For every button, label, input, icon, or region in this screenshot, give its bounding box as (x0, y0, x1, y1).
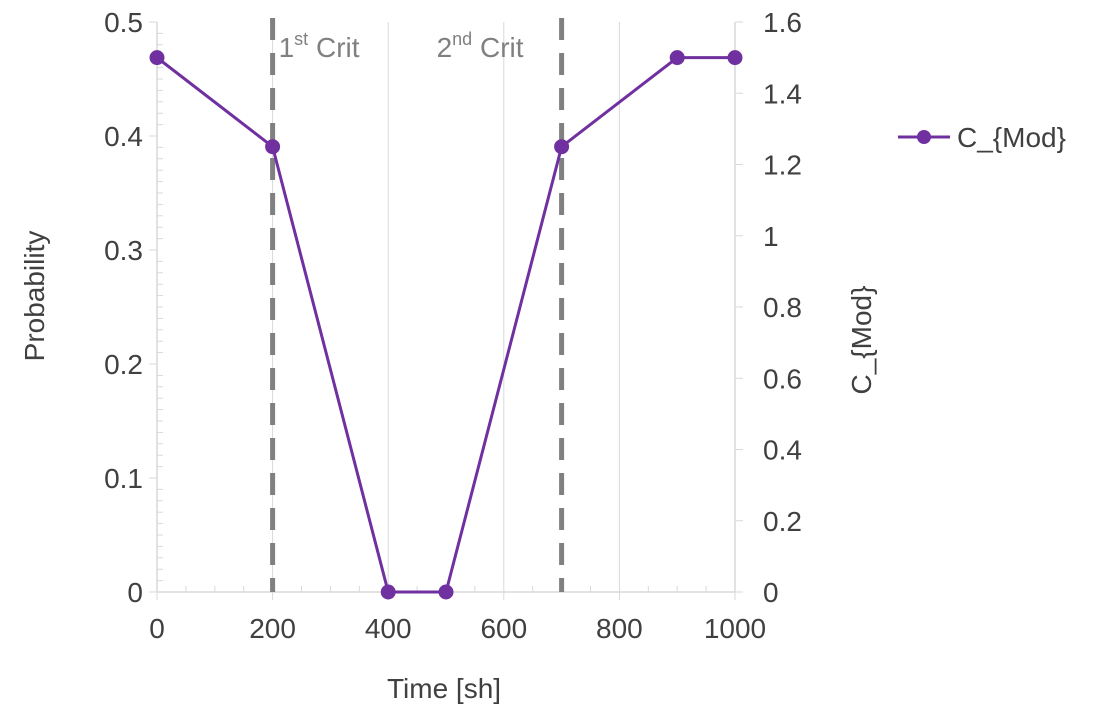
y2-tick-label: 1.6 (763, 7, 802, 38)
y2-tick-label: 1.4 (763, 78, 802, 109)
data-point (265, 139, 281, 155)
y2-tick-label: 1 (763, 221, 779, 252)
y-tick-label: 0 (127, 577, 143, 608)
legend-label: C_{Mod} (957, 122, 1066, 153)
series (149, 50, 743, 600)
y2-tick-label: 0.8 (763, 292, 802, 323)
crit-label: 1st Crit (279, 29, 360, 63)
x-axis-title: Time [sh] (387, 673, 501, 704)
x-tick-label: 400 (365, 613, 412, 644)
y2-tick-label: 0.4 (763, 435, 802, 466)
data-point (380, 584, 396, 600)
x-tick-label: 1000 (704, 613, 766, 644)
data-point (669, 50, 685, 66)
y-tick-label: 0.5 (104, 7, 143, 38)
y-axis-title: Probability (19, 231, 50, 362)
axes (149, 21, 743, 600)
crit-label: 2nd Crit (437, 29, 524, 63)
y-tick-label: 0.2 (104, 349, 143, 380)
y-tick-label: 0.3 (104, 235, 143, 266)
y-tick-label: 0.1 (104, 463, 143, 494)
data-point (727, 50, 743, 66)
tick-labels: 0 200 400 600 800 1000 0 0.1 0.2 0.3 0.4 0.5 0 0.2 0.4… (104, 7, 802, 644)
y2-tick-label: 1.2 (763, 150, 802, 181)
legend: C_{Mod} (898, 122, 1066, 153)
y-tick-label: 0.4 (104, 121, 143, 152)
data-point (554, 139, 570, 155)
y2-tick-label: 0.2 (763, 506, 802, 537)
x-tick-label: 0 (149, 613, 165, 644)
y2-tick-label: 0 (763, 577, 779, 608)
data-point (438, 584, 454, 600)
y2-axis-title: C_{Mod} (846, 286, 877, 395)
gridlines (272, 22, 620, 592)
series-line (156, 56, 735, 594)
x-tick-label: 200 (249, 613, 296, 644)
x-tick-label: 600 (480, 613, 527, 644)
critical-lines: 1st Crit 2nd Crit (270, 18, 565, 592)
y2-tick-label: 0.6 (763, 363, 802, 394)
x-tick-label: 800 (596, 613, 643, 644)
data-point (149, 50, 165, 66)
legend-marker (917, 130, 931, 144)
